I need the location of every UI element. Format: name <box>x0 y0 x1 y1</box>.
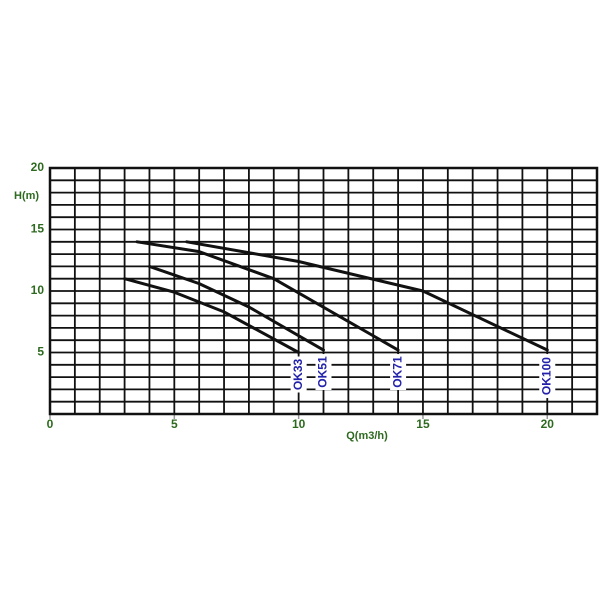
label-bg <box>539 354 556 399</box>
series-label: OK33 <box>291 359 305 391</box>
x-tick-label: 5 <box>171 417 178 431</box>
x-tick-label: 10 <box>292 417 306 431</box>
y-tick-label: 10 <box>31 283 45 297</box>
x-tick-label: 0 <box>47 417 54 431</box>
y-tick-label: 5 <box>37 345 44 359</box>
y-tick-label: 20 <box>31 160 45 174</box>
label-bg <box>390 354 407 391</box>
curve <box>147 264 325 352</box>
x-axis-label: Q(m3/h) <box>346 430 388 442</box>
series-label: OK51 <box>316 356 330 388</box>
y-tick-label: 15 <box>31 222 45 236</box>
x-tick-label: 20 <box>541 417 555 431</box>
series-label: OK71 <box>390 356 404 388</box>
y-axis-label: H(m) <box>14 190 39 202</box>
curve <box>123 277 301 354</box>
label-bg <box>315 354 332 391</box>
curve <box>185 240 549 352</box>
series-label: OK100 <box>539 357 553 395</box>
label-bg <box>290 356 307 393</box>
plot-border <box>48 166 599 416</box>
x-tick-label: 15 <box>416 417 430 431</box>
curve <box>135 240 400 352</box>
